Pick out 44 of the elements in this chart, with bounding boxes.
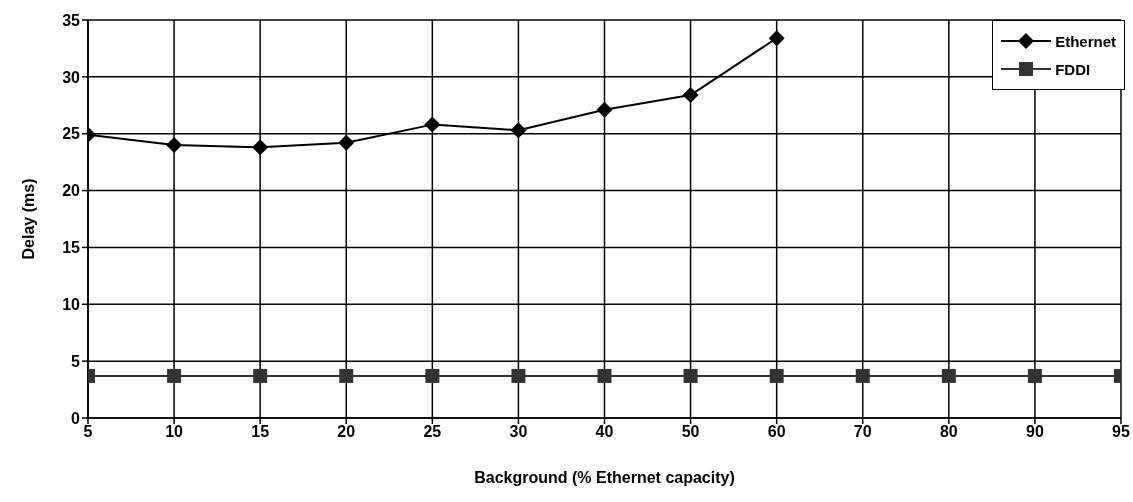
legend-label: Ethernet [1055,32,1116,50]
x-tick-label: 50 [681,423,700,441]
point [339,368,354,383]
point [683,368,698,383]
y-tick-label: 5 [71,352,81,370]
y-tick-label: 15 [62,239,81,257]
y-tick-label: 30 [62,68,81,86]
point [511,368,526,383]
point [769,368,784,383]
x-tick-label: 5 [83,423,93,441]
point [424,116,441,133]
x-axis-title: Background (% Ethernet capacity) [474,469,735,486]
x-tick-label: 80 [939,423,958,441]
x-tick-label: 95 [1112,423,1130,441]
point [941,368,956,383]
point [167,368,182,383]
point [855,368,870,383]
point [768,30,785,47]
point [1027,368,1042,383]
x-tick-label: 25 [423,423,442,441]
y-axis-title: Delay (ms) [19,178,37,260]
point [597,368,612,383]
y-tick-label: 0 [71,409,81,427]
point [338,134,355,151]
x-tick-label: 15 [251,423,270,441]
y-tick-label: 20 [62,182,81,200]
legend-label: FDDI [1055,60,1091,78]
x-tick-label: 40 [595,423,614,441]
point [252,139,269,156]
x-tick-label: 30 [509,423,528,441]
point [510,122,527,139]
point [166,137,183,154]
x-tick-label: 20 [337,423,356,441]
y-tick-label: 35 [62,11,81,29]
y-tick-label: 10 [62,295,81,313]
x-tick-label: 60 [767,423,786,441]
y-tick-label: 25 [62,125,81,143]
x-tick-label: 70 [853,423,872,441]
x-tick-label: 90 [1026,423,1044,441]
point [425,368,440,383]
point [253,368,268,383]
point [596,101,613,118]
point [682,87,699,104]
x-tick-label: 10 [165,423,184,441]
